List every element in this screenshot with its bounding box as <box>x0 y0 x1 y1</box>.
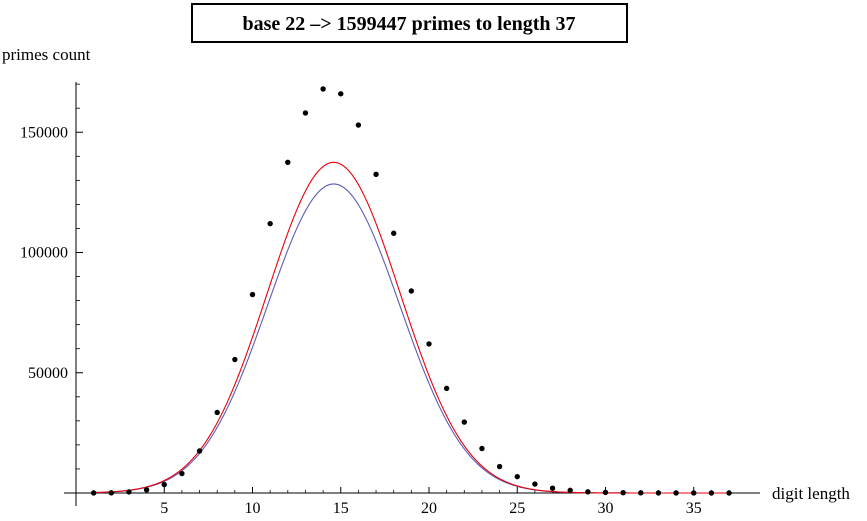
x-tick-label-5: 5 <box>160 500 168 517</box>
data-point <box>249 291 256 298</box>
x-axis-label: digit length <box>772 484 850 503</box>
data-point <box>196 448 203 454</box>
data-point <box>443 385 450 392</box>
data-point <box>161 481 167 488</box>
data-point <box>585 489 591 495</box>
title-box: base 22 –> 1599447 primes to length 37 <box>191 3 628 43</box>
data-point <box>126 489 132 495</box>
data-point <box>285 159 291 166</box>
data-point <box>496 463 503 470</box>
data-point <box>461 419 467 425</box>
data-points <box>90 86 732 496</box>
data-point <box>620 489 626 496</box>
data-point <box>373 171 379 178</box>
data-point <box>549 485 556 491</box>
data-point <box>708 490 715 496</box>
x-tick-label-30: 30 <box>598 500 614 517</box>
data-point <box>232 356 238 363</box>
data-point <box>532 481 538 487</box>
red-curve <box>93 161 730 494</box>
x-ticks: 5 10 15 20 25 30 35 <box>93 487 730 517</box>
data-point <box>726 490 732 496</box>
x-tick-label-35: 35 <box>686 500 702 517</box>
data-point <box>391 230 397 236</box>
data-point <box>673 490 679 496</box>
data-point <box>267 220 273 227</box>
data-point <box>479 445 485 452</box>
x-tick-label-25: 25 <box>509 500 525 517</box>
chart-title: base 22 –> 1599447 primes to length 37 <box>242 13 575 35</box>
data-point <box>338 91 344 97</box>
data-point <box>567 487 573 494</box>
y-ticks: 50000 100000 150000 <box>20 83 83 470</box>
data-point <box>320 86 326 92</box>
data-point <box>90 490 97 496</box>
data-point <box>655 490 662 496</box>
data-point <box>514 473 520 480</box>
y-tick-label-50000: 50000 <box>28 365 68 382</box>
x-tick-label-15: 15 <box>333 500 349 517</box>
data-point <box>638 490 644 496</box>
y-tick-label-150000: 150000 <box>20 124 68 141</box>
data-point <box>143 487 150 493</box>
x-tick-label-20: 20 <box>421 500 437 517</box>
data-point <box>302 110 309 116</box>
data-point <box>214 409 220 416</box>
y-tick-label-100000: 100000 <box>20 245 68 262</box>
x-tick-label-10: 10 <box>245 500 261 517</box>
data-point <box>408 288 415 294</box>
data-point <box>691 490 697 496</box>
data-point <box>602 489 609 496</box>
data-point <box>355 122 362 128</box>
data-point <box>108 490 115 496</box>
data-point <box>426 341 432 347</box>
y-axis-label: primes count <box>2 45 91 64</box>
blue-curve <box>93 183 730 494</box>
data-point <box>179 470 185 477</box>
title-frame <box>191 3 628 43</box>
